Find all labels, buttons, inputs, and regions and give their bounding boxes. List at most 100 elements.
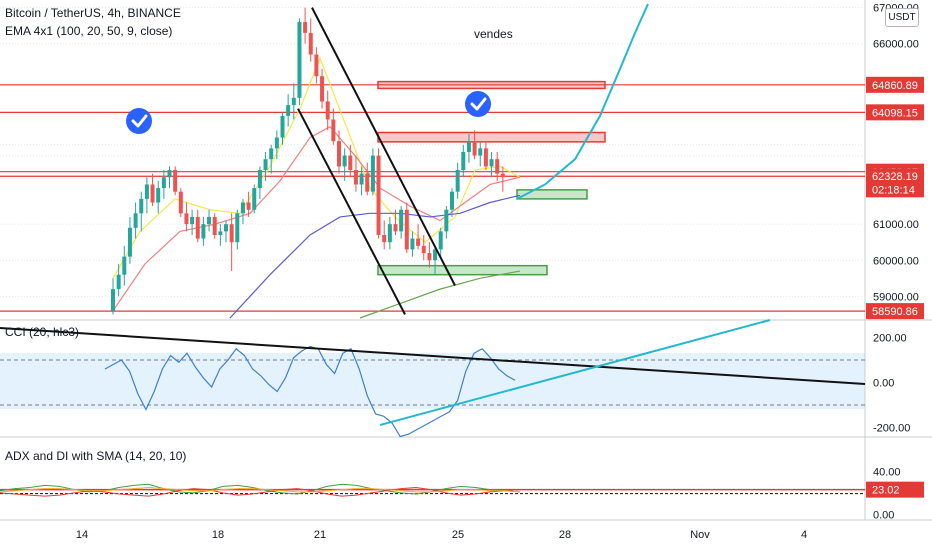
time-tick-label: 25	[452, 529, 464, 541]
candle-body	[320, 76, 325, 102]
adx-series-line	[0, 486, 521, 493]
candle-body	[184, 213, 189, 225]
axes: 67000.0066000.0061000.0060000.0059000.00…	[76, 3, 924, 541]
candle-body	[472, 141, 477, 156]
price-label-box	[866, 303, 924, 320]
candle-body	[314, 54, 319, 77]
cci-band	[0, 353, 865, 409]
ema-line	[229, 194, 521, 319]
resistance-zone	[377, 131, 606, 143]
time-tick-label: 21	[314, 529, 326, 541]
candle-body	[173, 170, 178, 192]
candle-body	[331, 119, 336, 142]
candle-body	[280, 115, 285, 138]
candle-body	[455, 170, 460, 192]
candle-body	[365, 173, 370, 192]
cci-trendline-up	[379, 319, 771, 426]
candle-body	[382, 234, 387, 243]
candle-body	[421, 245, 426, 254]
check-mark-icon	[131, 114, 148, 128]
candle-body	[337, 141, 341, 167]
candle-body	[404, 209, 409, 250]
cci-legend[interactable]: CCI (20, hlc3)	[5, 325, 80, 339]
candle-body	[444, 209, 449, 232]
adx-series-line	[0, 486, 521, 497]
candle-body	[438, 231, 443, 250]
candle-body	[161, 177, 166, 189]
cci-trendline-down	[0, 327, 866, 385]
candle-body	[116, 274, 121, 290]
candle-body	[269, 148, 274, 160]
check-circle-icon	[465, 91, 491, 117]
candle-body	[190, 216, 195, 225]
adx-tick-label: 40.00	[873, 466, 901, 478]
ema-line	[359, 270, 521, 319]
candle-body	[478, 148, 483, 156]
candle-body	[433, 249, 438, 261]
candle-body	[489, 159, 494, 167]
candle-body	[376, 155, 381, 235]
time-tick-label: 4	[801, 529, 807, 541]
currency-button[interactable]: USDT	[885, 8, 919, 27]
cci-line	[104, 345, 516, 438]
candle-body	[291, 97, 296, 106]
candle-body	[240, 202, 245, 214]
candle-body	[150, 184, 155, 203]
candle-body	[325, 101, 330, 120]
time-tick-label: 14	[76, 529, 88, 541]
price-label-box	[866, 181, 924, 198]
candle-body	[167, 170, 172, 178]
symbol-legend[interactable]: Bitcoin / TetherUS, 4h, BINANCE	[5, 6, 181, 20]
candle-body	[427, 253, 432, 261]
candle-body	[342, 155, 347, 167]
adx-tick-label: 0.00	[873, 510, 894, 522]
cci-panel	[0, 319, 866, 438]
candle-body	[500, 173, 505, 178]
vendes-annotation: vendes	[474, 27, 513, 41]
price-label-box	[866, 168, 924, 185]
price-label-text: 58590.86	[872, 306, 918, 318]
candle-body	[393, 224, 398, 232]
candle-body	[461, 151, 466, 171]
candle-body	[178, 191, 183, 214]
candle-body	[133, 213, 138, 228]
candle-body	[450, 191, 454, 210]
candle-body	[195, 216, 200, 239]
channel-line	[297, 108, 406, 315]
candle-body	[229, 224, 234, 243]
icons	[126, 91, 491, 134]
candle-body	[353, 170, 358, 185]
candle-body	[156, 188, 161, 203]
cci-tick-label: 0.00	[873, 378, 894, 390]
ema-legend[interactable]: EMA 4x1 (100, 20, 50, 9, close)	[5, 24, 173, 38]
candle-body	[139, 198, 144, 214]
adx-panel	[0, 483, 865, 497]
price-label-text: 64098.15	[872, 107, 918, 119]
ema-line	[112, 56, 521, 279]
price-tick-label: 61000.00	[873, 219, 919, 231]
candle-body	[399, 209, 404, 232]
candle-body	[111, 289, 115, 311]
candle-body	[370, 155, 375, 192]
price-tick-label: 66000.00	[873, 39, 919, 51]
price-label-text: 64860.89	[872, 80, 918, 92]
candle-body	[308, 32, 313, 55]
cci-tick-label: 200.00	[873, 333, 907, 345]
candle-body	[274, 137, 279, 149]
time-tick-label: Nov	[690, 529, 710, 541]
time-tick-label: 28	[559, 529, 571, 541]
price-label-text: 62328.19	[872, 171, 918, 183]
candle-body	[201, 224, 206, 239]
candle-body	[212, 216, 217, 235]
candle-body	[144, 184, 149, 199]
candle-body	[495, 159, 500, 174]
candle-body	[122, 256, 127, 275]
adx-legend[interactable]: ADX and DI with SMA (14, 20, 10)	[5, 449, 187, 463]
candle-body	[263, 159, 268, 171]
candle-body	[218, 231, 223, 235]
price-tick-label: 60000.00	[873, 255, 919, 267]
drawings	[297, 3, 649, 315]
candle-body	[246, 202, 251, 210]
candle-body	[348, 155, 353, 171]
